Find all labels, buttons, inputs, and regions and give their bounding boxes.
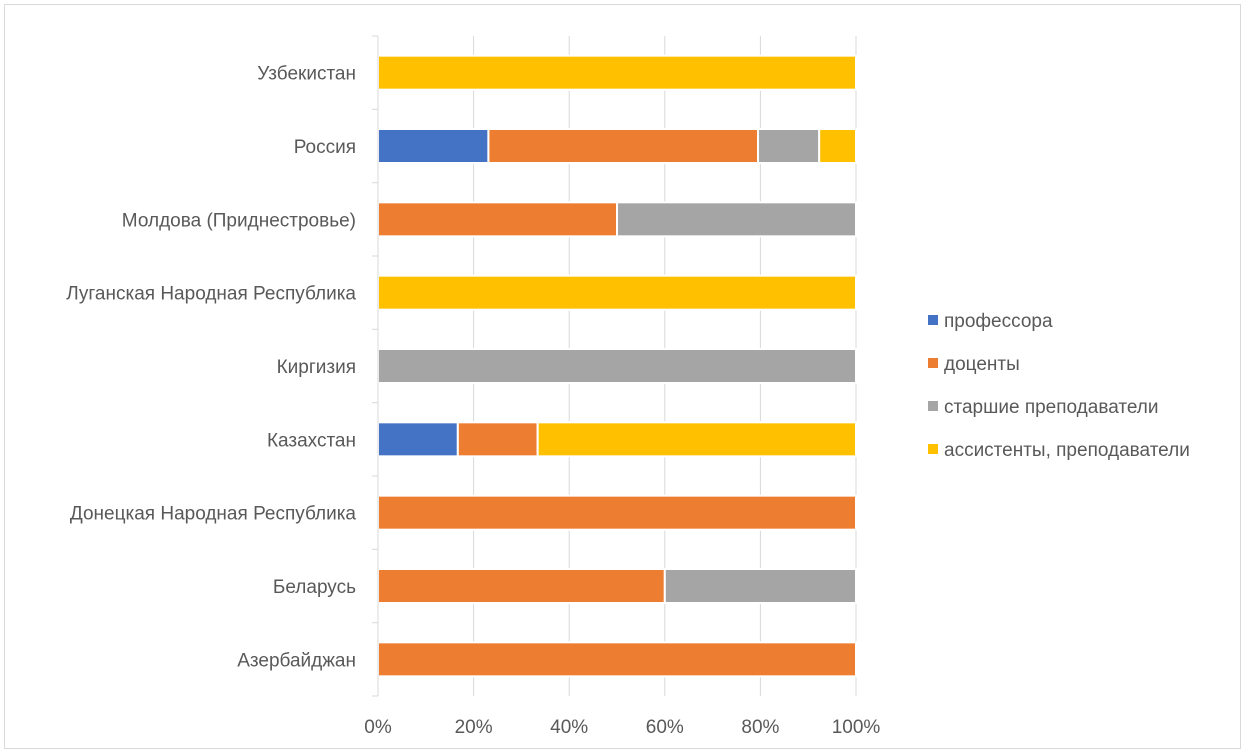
bars (377, 54, 857, 678)
bar-segment-россия-профессора (377, 128, 490, 164)
x-tick-label: 80% (741, 717, 779, 738)
bar-segment-донецкая-народная-республика-доценты (377, 494, 857, 531)
legend-label: профессора (944, 311, 1053, 332)
category-label: Луганская Народная Республика (66, 284, 356, 305)
legend-label: старшие преподаватели (944, 397, 1159, 418)
legend-label: доценты (944, 354, 1020, 375)
legend-swatch-ассистенты-преподаватели (928, 444, 938, 454)
bar-segment-узбекистан-ассистенты-преподаватели (377, 54, 857, 91)
category-label: Азербайджан (237, 650, 356, 671)
category-label: Казахстан (267, 430, 356, 451)
bar-segment-киргизия-старшие-преподаватели (377, 348, 857, 384)
category-label: Донецкая Народная Республика (70, 504, 357, 525)
x-tick-label: 40% (550, 717, 588, 738)
bar-segment-россия-доценты (487, 128, 760, 164)
x-tick-labels: 0% 20% 40% 60% 80% 100% (364, 717, 880, 738)
category-label: Россия (294, 137, 356, 158)
legend-swatch-старшие-преподаватели (928, 401, 938, 411)
category-axis (372, 35, 379, 697)
bar-segment-казахстан-доценты (456, 421, 539, 458)
category-labels: Азербайджан Беларусь Донецкая Народная Рес… (66, 64, 356, 672)
x-tick-label: 20% (455, 717, 493, 738)
x-tick-label: 60% (646, 717, 684, 738)
bar-segment-азербайджан-доценты (377, 641, 857, 678)
bar-segment-беларусь-доценты (377, 568, 666, 604)
bar-segment-луганская-народная-республика-ассистенты-преподаватели (377, 274, 857, 311)
legend: профессора доценты старшие преподаватели ас… (928, 311, 1190, 461)
legend-swatch-профессора (928, 315, 938, 325)
bar-segment-казахстан-ассистенты-преподаватели (536, 421, 857, 458)
bar-segment-молдова-приднестровье-старшие-преподаватели (616, 201, 857, 238)
bar-segment-казахстан-профессора (377, 421, 459, 458)
category-label: Молдова (Приднестровье) (122, 210, 356, 231)
legend-label: ассистенты, преподаватели (944, 440, 1190, 461)
bar-segment-беларусь-старшие-преподаватели (663, 568, 857, 604)
legend-swatch-доценты (928, 358, 938, 368)
category-label: Узбекистан (257, 64, 356, 85)
bar-segment-россия-ассистенты-преподаватели (818, 128, 857, 164)
category-label: Киргизия (277, 357, 356, 378)
bar-segment-молдова-приднестровье-доценты (377, 201, 618, 238)
category-label: Беларусь (273, 577, 356, 598)
bar-segment-россия-старшие-преподаватели (757, 128, 821, 164)
x-tick-label: 100% (832, 717, 881, 738)
x-tick-label: 0% (364, 717, 392, 738)
